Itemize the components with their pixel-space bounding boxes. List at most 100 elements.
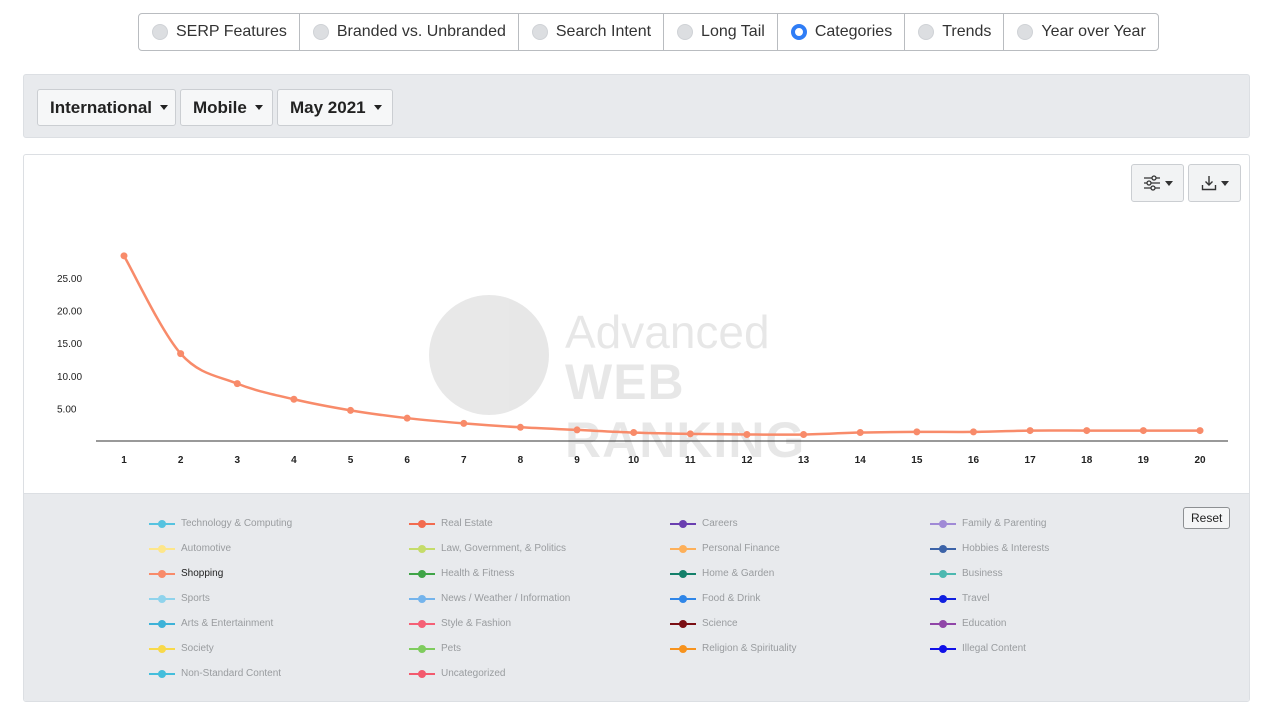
legend-item[interactable]: Travel: [930, 593, 989, 604]
legend-item[interactable]: Religion & Spirituality: [670, 643, 797, 654]
legend-item[interactable]: Automotive: [149, 543, 231, 554]
legend-item[interactable]: Non-Standard Content: [149, 668, 281, 679]
legend-swatch-icon: [149, 619, 175, 629]
x-axis-ticks: 1 2 3 4 5 6 7 8 9 10 11 12 13 14 15 16 17 18 19 20: [121, 455, 1206, 466]
reset-legend-button[interactable]: Reset: [1183, 507, 1231, 529]
legend-item[interactable]: Hobbies & Interests: [930, 543, 1049, 554]
location-dropdown-label: International: [50, 97, 153, 117]
legend-item-label: Travel: [962, 593, 990, 604]
legend-swatch-icon: [409, 569, 435, 579]
data-point[interactable]: [573, 426, 581, 434]
legend-item[interactable]: Home & Garden: [670, 568, 774, 579]
data-point[interactable]: [1139, 427, 1147, 435]
x-tick-label: 2: [178, 455, 184, 466]
tab-label: Trends: [942, 23, 992, 40]
legend-swatch-icon: [670, 644, 696, 654]
data-point[interactable]: [120, 252, 128, 260]
legend-item[interactable]: Family & Parenting: [930, 518, 1046, 529]
tab-categories[interactable]: Categories: [778, 14, 906, 50]
legend-swatch-icon: [930, 544, 956, 554]
legend-item[interactable]: Personal Finance: [670, 543, 780, 554]
x-tick-label: 7: [461, 455, 467, 466]
data-point[interactable]: [1083, 427, 1091, 435]
location-dropdown[interactable]: International: [37, 89, 176, 126]
data-point[interactable]: [800, 430, 808, 438]
radio-icon[interactable]: [1017, 24, 1034, 40]
legend-swatch-icon: [149, 569, 175, 579]
tab-branded-vs-unbranded[interactable]: Branded vs. Unbranded: [300, 14, 519, 50]
legend-item[interactable]: News / Weather / Information: [409, 593, 570, 604]
legend-swatch-icon: [670, 519, 696, 529]
chart-settings-button[interactable]: [1131, 164, 1184, 202]
tab-long-tail[interactable]: Long Tail: [664, 14, 778, 50]
legend-item[interactable]: Health & Fitness: [409, 568, 514, 579]
data-point[interactable]: [233, 380, 241, 388]
legend-item-label: Real Estate: [441, 518, 493, 529]
x-tick-label: 17: [1025, 455, 1037, 466]
tab-serp-features[interactable]: SERP Features: [139, 14, 300, 50]
x-tick-label: 3: [234, 455, 240, 466]
data-point[interactable]: [403, 414, 411, 422]
legend-item[interactable]: Technology & Computing: [149, 518, 292, 529]
legend-item[interactable]: Science: [670, 618, 738, 629]
legend-item[interactable]: Pets: [409, 643, 461, 654]
legend-swatch-icon: [149, 644, 175, 654]
device-dropdown[interactable]: Mobile: [180, 89, 273, 126]
legend-swatch-icon: [409, 619, 435, 629]
legend-swatch-icon: [409, 644, 435, 654]
legend-item[interactable]: Real Estate: [409, 518, 493, 529]
legend-item[interactable]: Illegal Content: [930, 643, 1026, 654]
legend-item-label: Health & Fitness: [441, 568, 515, 579]
sliders-icon: [1143, 175, 1160, 191]
tab-label: Year over Year: [1041, 23, 1146, 40]
data-point[interactable]: [516, 423, 524, 431]
legend-item[interactable]: Arts & Entertainment: [149, 618, 273, 629]
legend-item[interactable]: Shopping: [149, 568, 223, 579]
legend-swatch-icon: [930, 644, 956, 654]
legend-swatch-icon: [409, 594, 435, 604]
data-point[interactable]: [969, 428, 977, 436]
legend-item[interactable]: Business: [930, 568, 1003, 579]
legend-item[interactable]: Uncategorized: [409, 668, 505, 679]
data-point[interactable]: [460, 419, 468, 427]
legend-item[interactable]: Education: [930, 618, 1006, 629]
data-point[interactable]: [743, 430, 751, 438]
data-point[interactable]: [177, 350, 185, 358]
x-tick-label: 1: [121, 455, 127, 466]
data-point[interactable]: [630, 429, 638, 437]
data-point[interactable]: [686, 430, 694, 438]
legend-item[interactable]: Style & Fashion: [409, 618, 511, 629]
data-point[interactable]: [1196, 427, 1204, 435]
y-tick-label: 20.00: [57, 307, 82, 318]
radio-selected-icon[interactable]: [790, 24, 807, 40]
legend-item-label: Religion & Spirituality: [702, 643, 797, 654]
legend-swatch-icon: [409, 519, 435, 529]
legend-item-label: Technology & Computing: [181, 518, 293, 529]
tab-label: Search Intent: [555, 23, 652, 40]
data-point[interactable]: [856, 429, 864, 437]
radio-icon[interactable]: [531, 24, 548, 40]
legend-swatch-icon: [409, 544, 435, 554]
data-point[interactable]: [1026, 427, 1034, 435]
tab-search-intent[interactable]: Search Intent: [519, 14, 665, 50]
legend-item[interactable]: Sports: [149, 593, 210, 604]
tab-trends[interactable]: Trends: [905, 14, 1005, 50]
legend-item[interactable]: Law, Government, & Politics: [409, 543, 566, 554]
radio-icon[interactable]: [152, 24, 168, 40]
radio-icon[interactable]: [677, 24, 694, 40]
date-dropdown[interactable]: May 2021: [277, 89, 393, 126]
radio-icon[interactable]: [312, 24, 329, 40]
tab-year-over-year[interactable]: Year over Year: [1004, 14, 1157, 50]
legend-item[interactable]: Careers: [670, 518, 738, 529]
data-point[interactable]: [347, 406, 355, 414]
filter-bar: International Mobile May 2021: [23, 74, 1250, 138]
radio-icon[interactable]: [918, 24, 935, 40]
data-point[interactable]: [913, 428, 921, 436]
y-tick-label: 10.00: [57, 372, 82, 383]
chart-download-button[interactable]: [1188, 164, 1241, 202]
legend-item[interactable]: Society: [149, 643, 214, 654]
legend-item-label: Non-Standard Content: [181, 668, 282, 679]
legend-item[interactable]: Food & Drink: [670, 593, 760, 604]
legend-item-label: Careers: [702, 518, 738, 529]
data-point[interactable]: [290, 395, 298, 403]
